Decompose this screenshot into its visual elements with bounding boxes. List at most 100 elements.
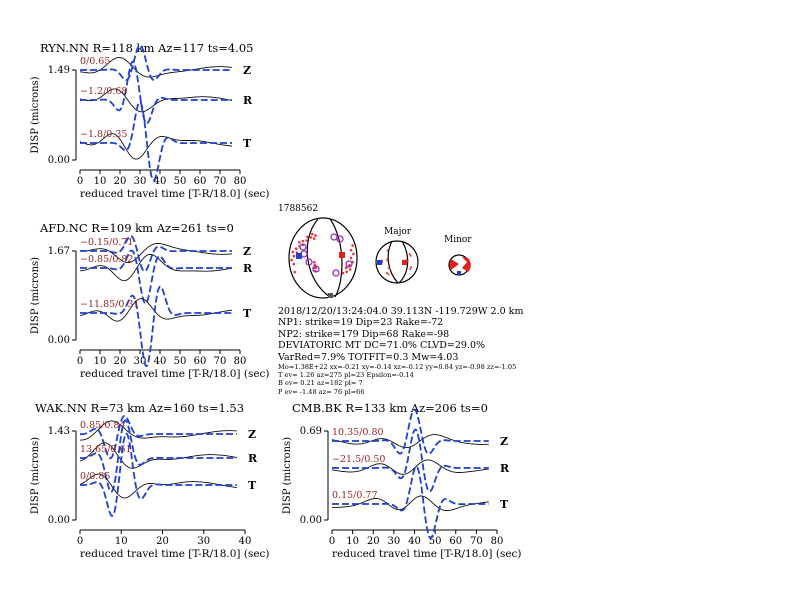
main-beachball	[288, 217, 358, 299]
x-tick-label: 50	[174, 356, 187, 367]
component-label: R	[243, 94, 253, 107]
polarity-dot	[312, 237, 316, 240]
trace-label: 0/0.85	[80, 471, 110, 482]
x-tick-label: 10	[94, 176, 107, 187]
x-tick-label: 50	[174, 176, 187, 187]
nodal-plane	[329, 218, 343, 298]
x-tick-label: 0	[77, 176, 83, 187]
synthetic-trace	[80, 432, 237, 517]
x-tick-label: 60	[194, 356, 207, 367]
component-label: Z	[243, 64, 251, 77]
x-tick-label: 20	[367, 536, 380, 547]
tensor-info-line: B ev= 0.21 az=182 pl= 7	[278, 379, 363, 388]
tensor-info-line: Mo=1.38E+22 xx=-0.21 xy=-0.14 xz=-0.12 y…	[278, 363, 517, 371]
panel-3: WAK.NN R=73 km Az=160 ts=1.53 1.43 0.00 DIS…	[30, 401, 270, 560]
major-label: Major	[384, 227, 412, 237]
focal-mechanisms	[288, 217, 471, 299]
minor-label: Minor	[444, 235, 472, 245]
event-info-line: NP1: strike=19 Dip=23 Rake=-72	[278, 317, 444, 329]
x-tick-label: 20	[156, 536, 169, 547]
polarity-dot	[341, 271, 345, 275]
trace-label: 0.85/0.84	[80, 420, 126, 431]
polarity-dot	[345, 270, 349, 274]
y-tick-label: 0.00	[300, 515, 322, 526]
y-tick-label: 1.67	[48, 246, 70, 257]
component-label: R	[243, 262, 253, 275]
polarity-dot	[348, 268, 352, 271]
minor-fill	[462, 257, 471, 272]
polarity-dot	[408, 253, 411, 255]
event-info-line: NP2: strike=179 Dip=68 Rake=-98	[278, 328, 450, 340]
component-label: R	[500, 462, 510, 475]
x-tick-label: 40	[239, 536, 252, 547]
x-tick-label: 20	[114, 176, 127, 187]
event-info-line: VarRed=7.9% TOTFIT=0.3 Mw=4.03	[278, 351, 459, 363]
polarity-dot	[409, 268, 412, 270]
y-tick-label: 1.43	[48, 426, 70, 437]
x-tick-label: 60	[449, 536, 462, 547]
polarity-dot	[313, 261, 316, 264]
component-label: T	[243, 137, 252, 150]
synthetic-trace	[80, 60, 232, 125]
event-id: 1788562	[278, 204, 319, 214]
panel-1: RYN.NN R=118 km Az=117 ts=4.05 1.49 0.00 DI…	[30, 41, 270, 200]
x-tick-label: 80	[234, 356, 247, 367]
x-tick-label: 40	[154, 356, 167, 367]
component-label: Z	[243, 245, 251, 258]
event-info-line: DEVIATORIC MT DC=71.0% CLVD=29.0%	[278, 340, 486, 352]
y-tick-label: 0.00	[48, 515, 70, 526]
component-label: T	[243, 307, 252, 320]
x-tick-label: 30	[388, 536, 401, 547]
trace-label: 0.15/0.77	[332, 490, 378, 501]
component-label: R	[248, 452, 258, 465]
x-tick-label: 40	[154, 176, 167, 187]
minor-fill	[449, 259, 459, 270]
polarity-dot	[291, 250, 295, 254]
polarity-dot	[409, 254, 412, 257]
synthetic-trace	[80, 419, 237, 493]
synthetic-trace	[332, 465, 489, 540]
x-axis-label: reduced travel time [T-R/18.0] (sec)	[80, 188, 270, 200]
trace-label: −0.15/0.71	[80, 237, 133, 248]
nodal-plane	[387, 240, 399, 284]
x-tick-label: 50	[429, 536, 442, 547]
t-axis-mark	[457, 271, 461, 275]
x-tick-label: 30	[197, 536, 210, 547]
event-info-line: 2018/12/20/13:24:04.0 39.113N -119.729W …	[278, 306, 524, 317]
station-mark	[332, 269, 340, 277]
polarity-dot	[305, 239, 309, 242]
component-label: T	[248, 479, 257, 492]
x-tick-label: 80	[491, 536, 504, 547]
x-tick-label: 20	[114, 356, 127, 367]
p-axis-mark	[402, 260, 407, 265]
polarity-dot	[387, 273, 390, 276]
polarity-dot	[311, 232, 314, 236]
synthetic-trace	[80, 285, 232, 368]
synthetic-trace	[80, 100, 232, 182]
polarity-dot	[344, 266, 348, 270]
y-tick-label: 0.69	[300, 426, 322, 437]
synthetic-trace	[80, 414, 237, 460]
x-tick-label: 10	[94, 356, 107, 367]
panel-title: AFD.NC R=109 km Az=261 ts=0	[39, 221, 234, 235]
station-mark	[345, 260, 353, 268]
station-mark	[305, 258, 313, 266]
tensor-info-line: P ev= -1.48 az= 76 pl=66	[278, 387, 365, 396]
panel-title: WAK.NN R=73 km Az=160 ts=1.53	[35, 401, 244, 415]
x-tick-label: 70	[214, 176, 227, 187]
x-tick-label: 80	[234, 176, 247, 187]
trace-label: −1.2/0.68	[80, 86, 127, 97]
y-tick-label: 0.00	[48, 335, 70, 346]
x-tick-label: 10	[346, 536, 359, 547]
synthetic-trace	[80, 235, 232, 273]
observed-trace	[79, 253, 233, 282]
panel-title: RYN.NN R=118 km Az=117 ts=4.05	[40, 41, 253, 55]
y-tick-label: 1.49	[48, 65, 70, 76]
x-tick-label: 0	[77, 536, 83, 547]
polarity-dot	[349, 248, 353, 252]
polarity-dot	[386, 249, 389, 252]
trace-label: 0/0.65	[80, 56, 110, 67]
panel-4: CMB.BK R=133 km Az=206 ts=0 0.69 0.00 DISP …	[282, 401, 522, 560]
observed-trace	[79, 442, 237, 469]
